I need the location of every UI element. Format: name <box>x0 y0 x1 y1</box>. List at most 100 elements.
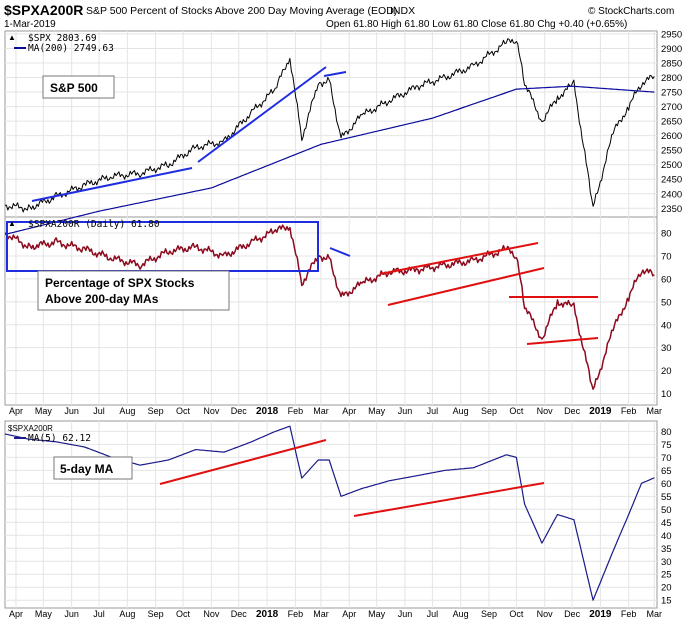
bottom-y-tick-label: 60 <box>661 479 672 490</box>
middle-label-line1: Percentage of SPX Stocks <box>45 276 195 290</box>
middle-y-tick-label: 10 <box>661 389 672 400</box>
red-box-bottom <box>526 337 599 345</box>
x-tick-label: Aug <box>453 406 469 416</box>
x-tick-label: 2018 <box>256 609 279 620</box>
top-y-tick-label: 2700 <box>661 102 682 113</box>
bottom-annotations: 5-day MA <box>53 439 545 517</box>
x-tick-label: Oct <box>176 406 191 416</box>
ohlc-readout: Open 61.80 High 61.80 Low 61.80 Close 61… <box>326 19 627 30</box>
x-tick-label: Dec <box>564 609 581 619</box>
middle-y-tick-label: 80 <box>661 229 672 240</box>
middle-annotations: Percentage of SPX Stocks Above 200-day M… <box>6 221 599 345</box>
middle-y-tick-label: 40 <box>661 320 672 331</box>
x-tick-label: Jul <box>427 406 439 416</box>
x-tick-label: Sep <box>481 406 497 416</box>
middle-y-tick-label: 20 <box>661 366 672 377</box>
bottom-y-tick-label: 80 <box>661 427 672 438</box>
x-tick-label: Nov <box>537 609 554 619</box>
top-y-tick-label: 2950 <box>661 29 682 40</box>
top-y-tick-label: 2450 <box>661 175 682 186</box>
x-tick-label: Feb <box>621 609 637 619</box>
legend-indicator: $SPXA200R (Daily) 61.80 <box>28 219 160 230</box>
x-tick-label: Mar <box>313 609 329 619</box>
panel-frames <box>4 30 658 609</box>
chart-date: 1-Mar-2019 <box>4 19 56 30</box>
x-tick-label: Sep <box>148 406 164 416</box>
x-tick-label: Oct <box>509 406 524 416</box>
x-tick-label: Nov <box>203 406 220 416</box>
x-tick-label: 2019 <box>589 406 612 417</box>
middle-series-line-0 <box>4 224 655 390</box>
bottom-y-tick-label: 75 <box>661 440 672 451</box>
red-trendline-bottom-1 <box>159 439 327 485</box>
x-tick-label: Oct <box>176 609 191 619</box>
x-tick-label: Sep <box>148 609 164 619</box>
x-tick-label: Jul <box>427 609 439 619</box>
middle-panel-frame <box>4 216 658 406</box>
middle-y-tick-label: 50 <box>661 297 672 308</box>
middle-label-box <box>37 270 230 311</box>
middle-y-tick-label: 30 <box>661 343 672 354</box>
red-channel-lower <box>387 267 545 306</box>
bottom-y-tick-label: 45 <box>661 518 672 529</box>
chart-exchange: INDX <box>390 5 415 17</box>
bottom-y-tick-label: 70 <box>661 453 672 464</box>
middle-y-tick-label: 70 <box>661 251 672 262</box>
top-y-tick-label: 2800 <box>661 73 682 84</box>
x-tick-label: Dec <box>231 406 248 416</box>
x-tick-label: Aug <box>119 609 135 619</box>
x-tick-label: 2019 <box>589 609 612 620</box>
x-tick-label: Apr <box>9 406 23 416</box>
blue-trendline-3 <box>323 71 347 77</box>
x-tick-label: Aug <box>119 406 135 416</box>
x-tick-label: Nov <box>537 406 554 416</box>
top-panel-label: S&P 500 <box>50 81 98 95</box>
top-y-tick-label: 2500 <box>661 160 682 171</box>
legends: ▲ $SPX 2803.69 MA(200) 2749.63 ▲ $SPXA20… <box>8 33 160 444</box>
top-y-tick-label: 2600 <box>661 131 682 142</box>
x-axis-labels: Apr Apr May May Jun Jun Jul Jul Aug Aug Sep Sep Oct O… <box>9 406 662 620</box>
x-tick-label: Dec <box>231 609 248 619</box>
x-tick-label: Oct <box>509 609 524 619</box>
top-y-tick-label: 2400 <box>661 189 682 200</box>
x-tick-label: Jul <box>93 406 105 416</box>
top-annotations: S&P 500 <box>31 66 347 202</box>
red-trendline-bottom-2 <box>353 482 545 517</box>
bottom-y-tick-label: 25 <box>661 570 672 581</box>
bottom-y-tick-label: 50 <box>661 505 672 516</box>
x-tick-label: Jun <box>64 609 79 619</box>
bottom-label-box <box>53 456 133 480</box>
top-label-box <box>42 75 115 99</box>
chart-description: S&P 500 Percent of Stocks Above 200 Day … <box>86 5 397 17</box>
top-series-line-0 <box>4 38 655 213</box>
x-tick-label: Mar <box>647 406 663 416</box>
x-tick-label: Jul <box>93 609 105 619</box>
blue-trendline-2 <box>197 66 327 163</box>
x-tick-label: Mar <box>313 406 329 416</box>
x-tick-label: Mar <box>647 609 663 619</box>
x-tick-label: Aug <box>453 609 469 619</box>
x-tick-label: Apr <box>9 609 23 619</box>
legend-ma: MA(200) 2749.63 <box>28 43 114 54</box>
bottom-y-tick-label: 30 <box>661 557 672 568</box>
bottom-y-tick-label: 55 <box>661 492 672 503</box>
top-series-line-1 <box>4 85 655 235</box>
up-arrow-icon: ▲ <box>8 219 16 228</box>
x-tick-label: May <box>368 406 386 416</box>
x-tick-label: May <box>368 609 386 619</box>
red-channel-upper <box>379 242 539 275</box>
blue-short-line <box>329 247 351 257</box>
x-tick-label: Jun <box>64 406 79 416</box>
top-y-tick-label: 2350 <box>661 204 682 215</box>
bottom-y-tick-label: 20 <box>661 583 672 594</box>
x-tick-label: Sep <box>481 609 497 619</box>
legend-ma5: MA(5) 62.12 <box>28 433 91 444</box>
x-tick-label: May <box>35 609 53 619</box>
x-tick-label: Jun <box>398 609 413 619</box>
middle-y-tick-label: 60 <box>661 274 672 285</box>
bottom-panel-label: 5-day MA <box>60 462 114 476</box>
top-y-tick-label: 2900 <box>661 44 682 55</box>
x-tick-label: Jun <box>398 406 413 416</box>
middle-label-line2: Above 200-day MAs <box>45 292 159 306</box>
bottom-y-tick-label: 35 <box>661 544 672 555</box>
